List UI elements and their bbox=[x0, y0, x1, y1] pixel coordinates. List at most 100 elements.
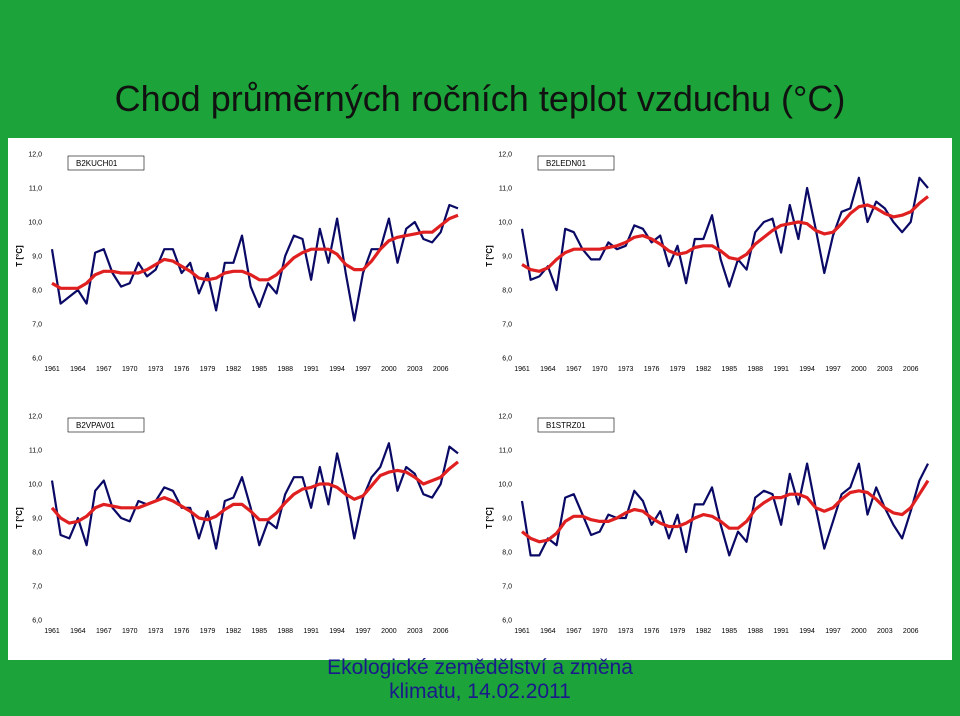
x-tick-label: 1997 bbox=[825, 628, 841, 635]
footer-line-2: klimatu, 14.02.2011 bbox=[389, 680, 571, 703]
x-tick-label: 1961 bbox=[44, 628, 60, 635]
chart-panel-2: 6,0 7,0 8,0 9,0 10,0 11,0 12,0 T [°C] 1961 1964 19… bbox=[485, 152, 929, 373]
y-tick-label: 12,0 bbox=[28, 414, 42, 421]
x-tick-label: 1973 bbox=[148, 628, 164, 635]
y-tick-label: 7,0 bbox=[32, 584, 42, 591]
y-tick-label: 9,0 bbox=[32, 254, 42, 261]
chart-panel-4: 6,0 7,0 8,0 9,0 10,0 11,0 12,0 T [°C] 1961 1964 19… bbox=[485, 414, 930, 635]
x-tick-label: 2003 bbox=[407, 628, 423, 635]
charts-svg: 6,0 7,0 8,0 9,0 10,0 11,0 12,0 T [°C] 1961 1964 19… bbox=[15, 152, 930, 635]
x-tick-label: 2000 bbox=[381, 628, 397, 635]
x-tick-label: 1961 bbox=[514, 366, 530, 373]
legend: B1STRZ01 bbox=[537, 417, 615, 433]
x-tick-label: 1970 bbox=[592, 366, 608, 373]
x-tick-label: 1994 bbox=[799, 628, 815, 635]
footer-line-1: Ekologické zemědělství a změna bbox=[327, 656, 633, 679]
observed-series-line bbox=[520, 462, 929, 557]
smoothed-series-line bbox=[521, 479, 930, 544]
legend-box bbox=[67, 417, 145, 433]
y-tick-label: 8,0 bbox=[502, 288, 512, 295]
y-tick-label: 9,0 bbox=[502, 254, 512, 261]
x-tick-label: 1979 bbox=[670, 366, 686, 373]
x-tick-label: 2006 bbox=[433, 366, 449, 373]
x-tick-label: 1970 bbox=[122, 628, 138, 635]
y-tick-label: 11,0 bbox=[499, 186, 512, 193]
footer: Ekologické zemědělství a změna klimatu, … bbox=[0, 656, 960, 704]
x-tick-label: 1988 bbox=[277, 366, 293, 373]
x-tick-label: 1982 bbox=[226, 366, 242, 373]
legend-label: B2VPAV01 bbox=[76, 421, 115, 430]
x-tick-label: 1985 bbox=[252, 366, 268, 373]
x-tick-label: 1991 bbox=[303, 366, 319, 373]
x-tick-label: 1985 bbox=[722, 366, 738, 373]
x-tick-label: 2006 bbox=[903, 628, 919, 635]
y-tick-label: 12,0 bbox=[28, 152, 42, 159]
x-tick-label: 1979 bbox=[200, 366, 216, 373]
x-tick-label: 1985 bbox=[722, 628, 738, 635]
x-tick-label: 1967 bbox=[566, 366, 582, 373]
observed-series-line bbox=[520, 176, 929, 292]
x-tick-label: 1982 bbox=[696, 628, 712, 635]
legend-label: B2KUCH01 bbox=[76, 159, 118, 168]
observed-series-line bbox=[50, 203, 459, 322]
legend-box bbox=[67, 155, 145, 171]
y-tick-label: 10,0 bbox=[498, 482, 512, 489]
x-tick-label: 1994 bbox=[329, 366, 345, 373]
x-tick-label: 1979 bbox=[200, 628, 216, 635]
x-tick-label: 1979 bbox=[670, 628, 686, 635]
x-tick-label: 1991 bbox=[773, 628, 789, 635]
y-tick-label: 9,0 bbox=[32, 516, 42, 523]
x-tick-label: 2006 bbox=[903, 366, 919, 373]
legend-label: B1STRZ01 bbox=[546, 421, 586, 430]
y-tick-label: 10,0 bbox=[28, 482, 42, 489]
x-tick-label: 1973 bbox=[618, 628, 634, 635]
x-tick-label: 1967 bbox=[566, 628, 582, 635]
x-tick-label: 2000 bbox=[381, 366, 397, 373]
x-tick-label: 1961 bbox=[514, 628, 530, 635]
x-tick-label: 1991 bbox=[303, 628, 319, 635]
x-tick-label: 1991 bbox=[773, 366, 789, 373]
legend-box bbox=[537, 417, 615, 433]
y-tick-label: 12,0 bbox=[498, 152, 512, 159]
x-tick-label: 1964 bbox=[540, 366, 556, 373]
x-tick-label: 1985 bbox=[252, 628, 268, 635]
legend-label: B2LEDN01 bbox=[546, 159, 587, 168]
legend: B2LEDN01 bbox=[537, 155, 615, 171]
smoothed-series-line bbox=[51, 213, 459, 290]
x-tick-label: 1976 bbox=[174, 366, 190, 373]
x-tick-label: 2000 bbox=[851, 366, 867, 373]
legend: B2KUCH01 bbox=[67, 155, 145, 171]
x-tick-label: 1964 bbox=[70, 628, 86, 635]
y-tick-label: 12,0 bbox=[498, 414, 512, 421]
y-tick-label: 8,0 bbox=[502, 550, 512, 557]
chart-panel-area: 6,0 7,0 8,0 9,0 10,0 11,0 12,0 T [°C] 1961 1964 19… bbox=[8, 138, 952, 660]
y-tick-label: 9,0 bbox=[502, 516, 512, 523]
x-tick-label: 1994 bbox=[329, 628, 345, 635]
y-tick-label: 11,0 bbox=[499, 448, 512, 455]
x-tick-label: 1976 bbox=[174, 628, 190, 635]
x-tick-label: 1976 bbox=[644, 628, 660, 635]
y-tick-label: 8,0 bbox=[32, 288, 42, 295]
y-axis-label: T [°C] bbox=[485, 245, 494, 267]
y-axis-label: T [°C] bbox=[485, 507, 494, 529]
x-tick-label: 1976 bbox=[644, 366, 660, 373]
x-tick-label: 1988 bbox=[747, 628, 763, 635]
y-tick-label: 11,0 bbox=[29, 186, 42, 193]
y-tick-label: 7,0 bbox=[502, 322, 512, 329]
smoothed-series-line bbox=[521, 195, 929, 273]
y-tick-label: 7,0 bbox=[32, 322, 42, 329]
x-tick-label: 1967 bbox=[96, 628, 112, 635]
y-axis-label: T [°C] bbox=[15, 507, 24, 529]
y-tick-label: 10,0 bbox=[28, 220, 42, 227]
x-tick-label: 2003 bbox=[877, 628, 893, 635]
x-tick-label: 1988 bbox=[277, 628, 293, 635]
legend: B2VPAV01 bbox=[67, 417, 145, 433]
x-tick-label: 1997 bbox=[825, 366, 841, 373]
x-tick-label: 2003 bbox=[407, 366, 423, 373]
y-tick-label: 11,0 bbox=[29, 448, 42, 455]
observed-series-line bbox=[50, 442, 459, 550]
x-tick-label: 1964 bbox=[70, 366, 86, 373]
x-tick-label: 1970 bbox=[592, 628, 608, 635]
x-tick-label: 1970 bbox=[122, 366, 138, 373]
x-tick-label: 2000 bbox=[851, 628, 867, 635]
